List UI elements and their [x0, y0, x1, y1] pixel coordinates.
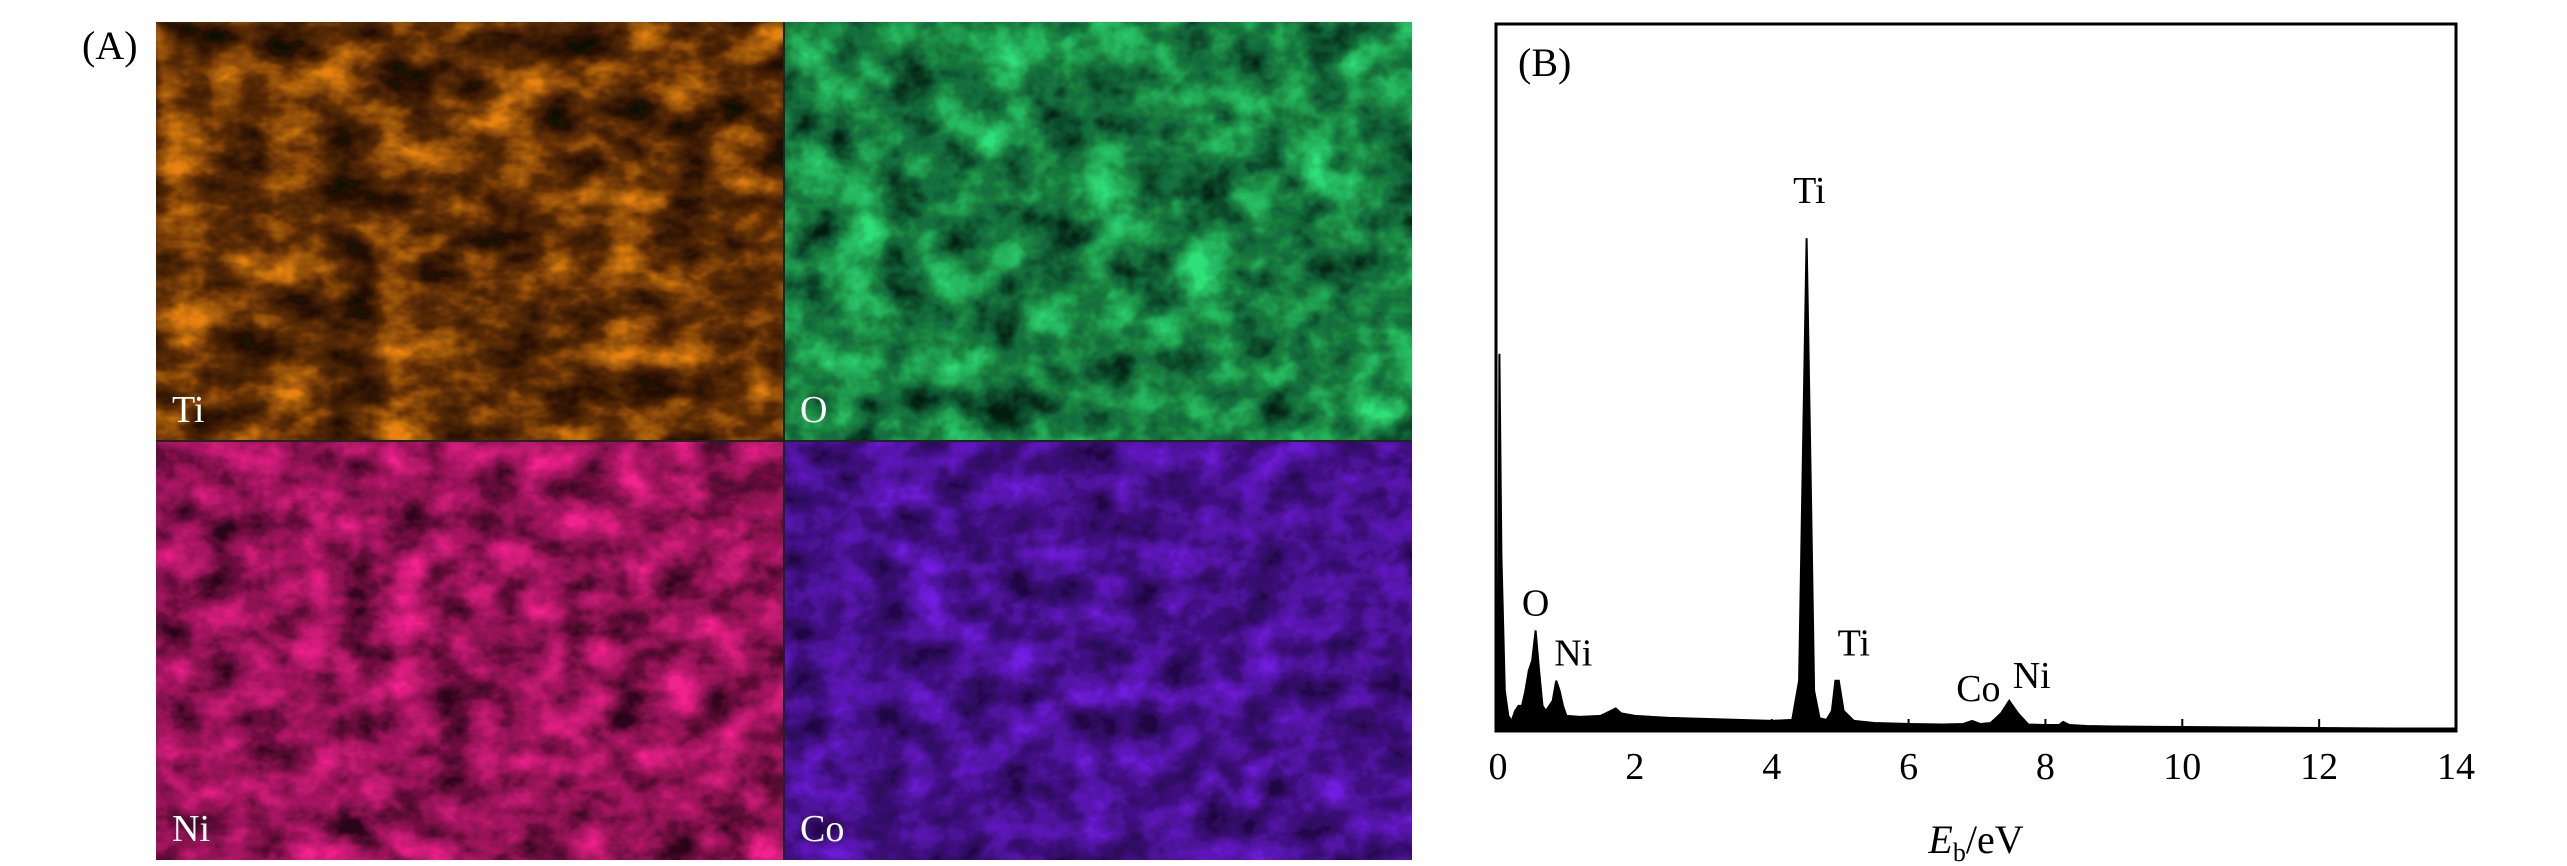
- x-tick-label-2: 2: [1625, 746, 1644, 788]
- x-tick-label-8: 8: [2036, 746, 2055, 788]
- x-axis-label-sub: b: [1953, 838, 1966, 866]
- co-map-image: [784, 441, 1412, 860]
- ti-map-tile: Ti: [156, 22, 784, 441]
- x-tick-label-6: 6: [1899, 746, 1918, 788]
- peak-label-ti-0: Ti: [1793, 170, 1825, 212]
- map-divider-horizontal: [156, 440, 1412, 442]
- peak-label-ni-2: Ni: [1554, 633, 1592, 675]
- peak-label-ni-5: Ni: [2013, 655, 2051, 697]
- ni-map-tile: Ni: [156, 441, 784, 860]
- ti-map-label: Ti: [172, 389, 205, 431]
- peak-label-o-1: O: [1522, 582, 1549, 624]
- x-tick-label-12: 12: [2300, 746, 2338, 788]
- o-map-tile: O: [784, 22, 1412, 441]
- x-axis-label: Eb/eV: [1927, 817, 2023, 866]
- plot-frame: [1494, 22, 2458, 733]
- peak-label-co-4: Co: [1956, 668, 2000, 710]
- co-map-label: Co: [800, 808, 845, 850]
- spectrum-series-0: [1496, 238, 2457, 732]
- ni-map-image: [156, 441, 784, 860]
- x-axis-label-unit: /eV: [1966, 817, 2024, 862]
- x-axis-label-main: E: [1927, 817, 1952, 862]
- panel-a-label: (A): [82, 23, 138, 68]
- x-tick-label-4: 4: [1762, 746, 1781, 788]
- ni-map-label: Ni: [172, 808, 210, 850]
- co-map-tile: Co: [784, 441, 1412, 860]
- panel-b-label: (B): [1518, 40, 1571, 85]
- x-tick-label-10: 10: [2163, 746, 2201, 788]
- ti-map-image: [156, 22, 784, 441]
- x-axis: 0 2 4 6 8 10 12 14: [1489, 719, 2475, 788]
- peak-label-ti-3: Ti: [1838, 623, 1870, 665]
- x-tick-label-0: 0: [1489, 746, 1508, 788]
- o-map-image: [784, 22, 1412, 441]
- x-tick-label-14: 14: [2437, 746, 2475, 788]
- o-map-label: O: [800, 389, 828, 431]
- elemental-map-grid: Ti O: [156, 22, 1412, 860]
